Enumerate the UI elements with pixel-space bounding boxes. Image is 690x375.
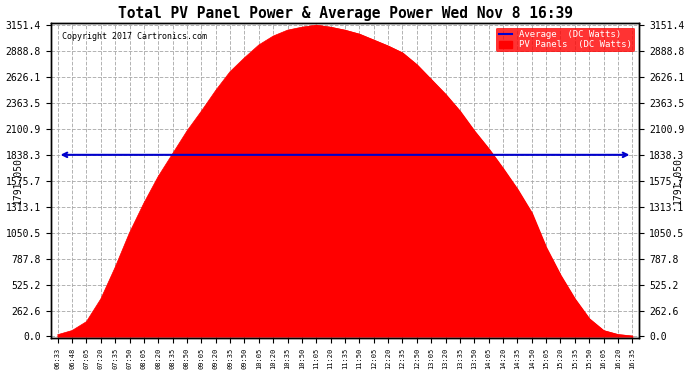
Text: Copyright 2017 Cartronics.com: Copyright 2017 Cartronics.com	[62, 32, 207, 41]
Title: Total PV Panel Power & Average Power Wed Nov 8 16:39: Total PV Panel Power & Average Power Wed…	[117, 6, 573, 21]
Text: 1791.050: 1791.050	[13, 157, 23, 204]
Legend: Average  (DC Watts), PV Panels  (DC Watts): Average (DC Watts), PV Panels (DC Watts)	[496, 28, 635, 52]
Text: 1791.050: 1791.050	[673, 157, 682, 204]
